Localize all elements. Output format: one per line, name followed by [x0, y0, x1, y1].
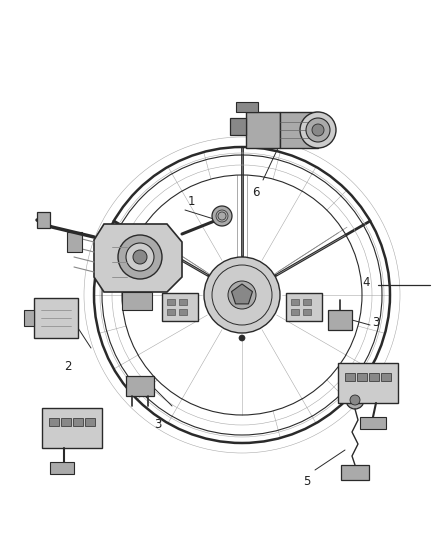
Polygon shape — [232, 284, 252, 304]
Circle shape — [133, 250, 147, 264]
Polygon shape — [341, 465, 369, 480]
Text: 3: 3 — [372, 317, 379, 329]
Polygon shape — [34, 298, 78, 338]
Text: 1: 1 — [188, 195, 195, 208]
Bar — [49, 418, 59, 426]
Bar — [291, 309, 299, 315]
Bar — [61, 418, 71, 426]
Polygon shape — [50, 462, 74, 474]
Polygon shape — [246, 112, 280, 148]
Bar — [357, 373, 367, 381]
Bar — [167, 299, 175, 305]
Polygon shape — [42, 408, 102, 448]
Polygon shape — [126, 376, 154, 396]
Circle shape — [312, 124, 324, 136]
Bar — [85, 418, 95, 426]
Bar — [167, 309, 175, 315]
Polygon shape — [24, 310, 34, 326]
Polygon shape — [162, 293, 198, 321]
Circle shape — [346, 391, 364, 409]
Polygon shape — [338, 363, 398, 403]
Polygon shape — [286, 293, 322, 321]
Text: 4: 4 — [363, 277, 370, 289]
Circle shape — [212, 206, 232, 226]
Bar — [345, 373, 355, 381]
Text: 2: 2 — [64, 360, 72, 373]
Polygon shape — [230, 118, 246, 135]
Bar — [179, 299, 187, 305]
Text: 6: 6 — [252, 186, 260, 199]
Bar — [303, 309, 311, 315]
Bar — [291, 299, 299, 305]
Polygon shape — [37, 212, 50, 228]
Bar — [303, 299, 311, 305]
Circle shape — [126, 243, 154, 271]
Circle shape — [228, 281, 256, 309]
Text: 5: 5 — [303, 475, 311, 488]
Polygon shape — [328, 310, 352, 330]
Polygon shape — [67, 232, 82, 252]
Bar — [179, 309, 187, 315]
Circle shape — [350, 395, 360, 405]
Text: 3: 3 — [154, 418, 162, 431]
Circle shape — [118, 235, 162, 279]
Circle shape — [239, 335, 245, 341]
Circle shape — [306, 118, 330, 142]
Bar — [369, 373, 379, 381]
Bar — [381, 373, 391, 381]
Bar — [73, 418, 83, 426]
Polygon shape — [360, 417, 386, 429]
Polygon shape — [122, 292, 152, 310]
Circle shape — [300, 112, 336, 148]
Polygon shape — [280, 112, 318, 148]
Polygon shape — [94, 224, 182, 292]
Polygon shape — [236, 102, 258, 112]
Circle shape — [204, 257, 280, 333]
